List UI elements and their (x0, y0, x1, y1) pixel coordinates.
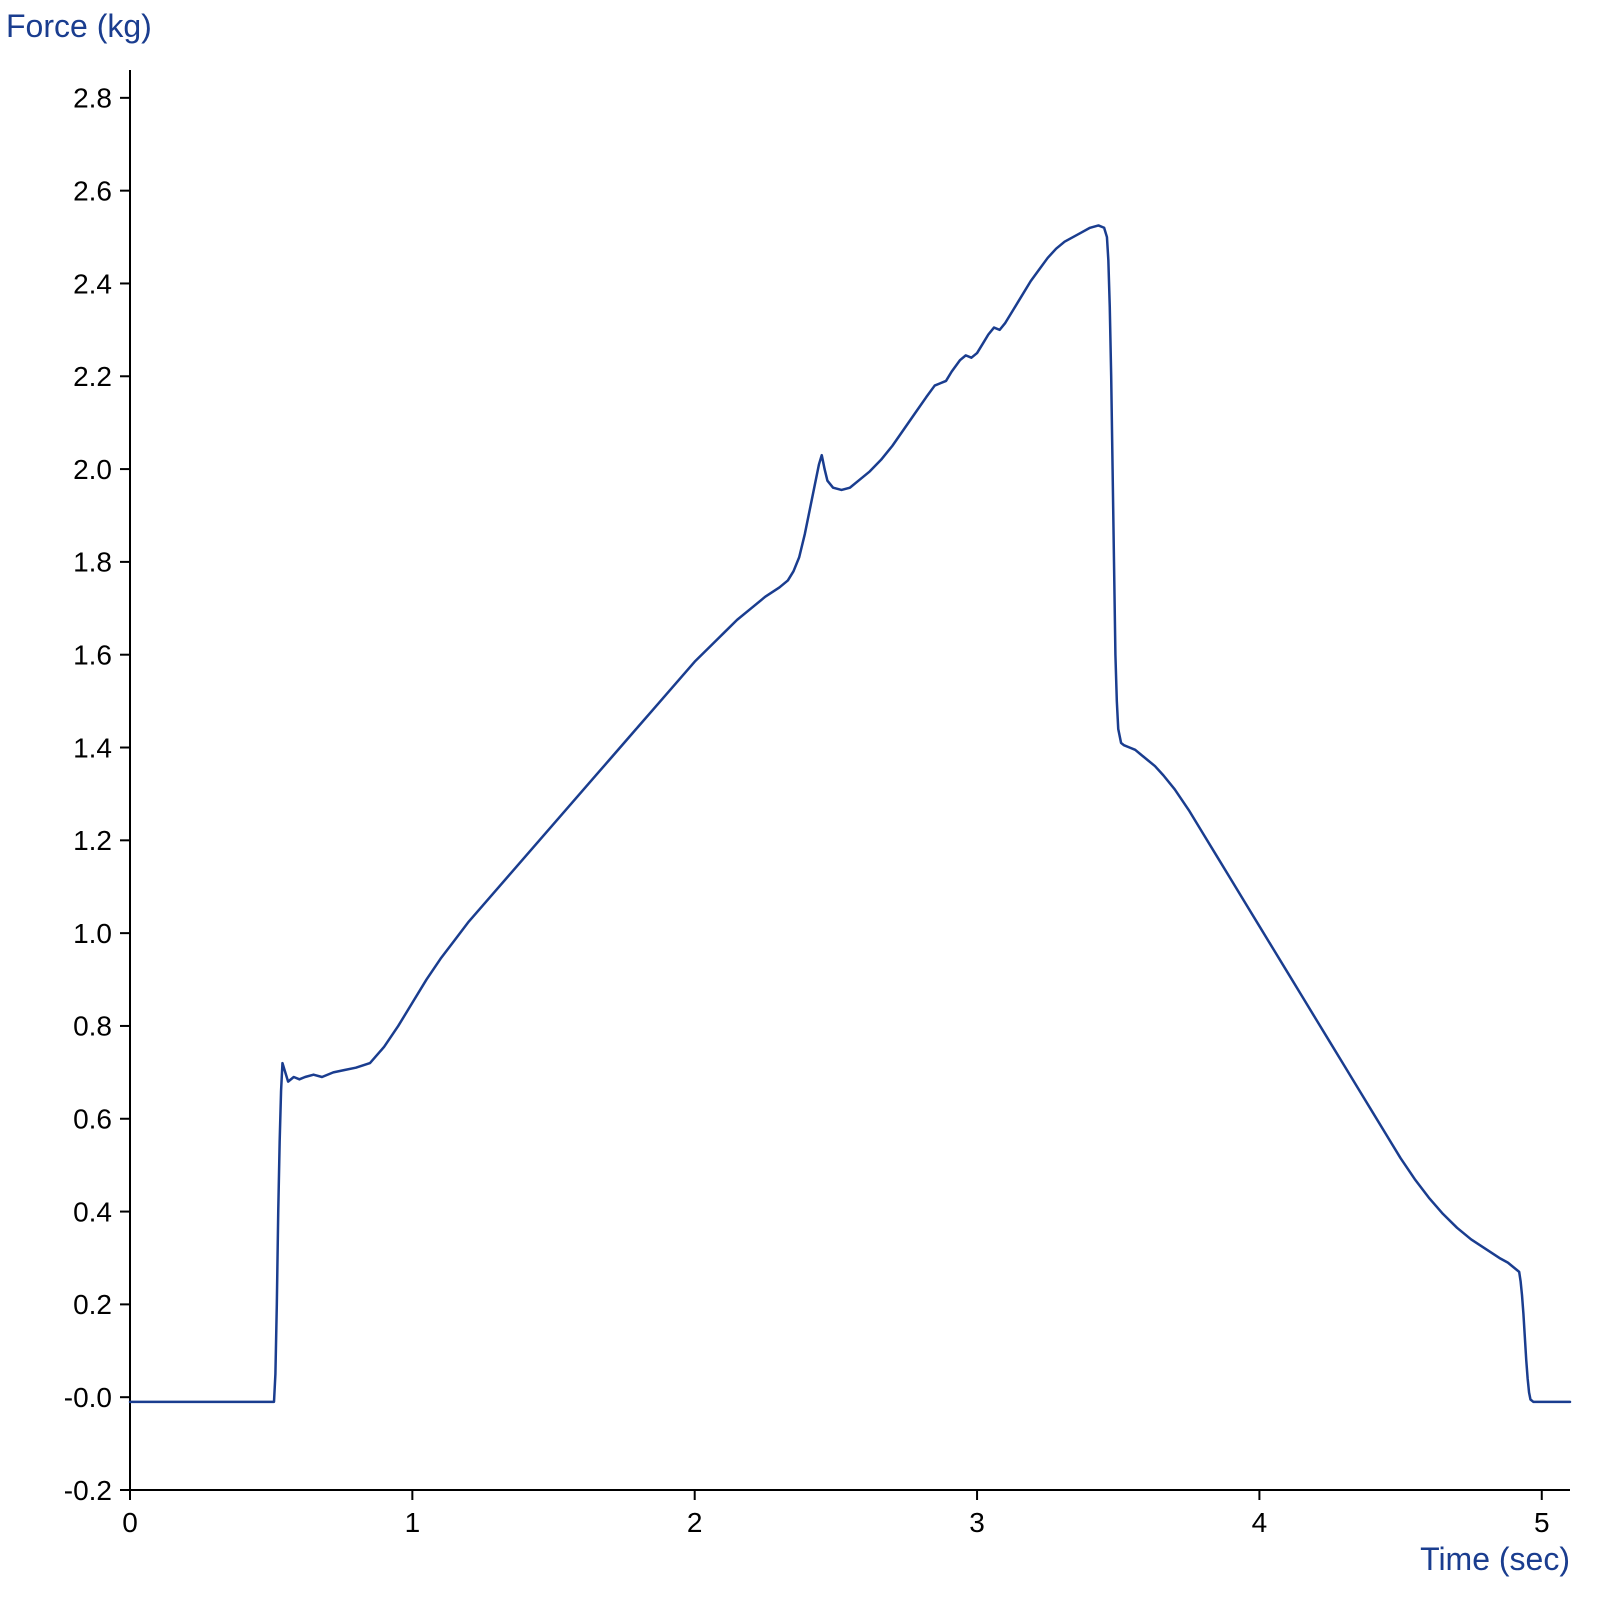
x-tick-label: 0 (122, 1507, 138, 1538)
y-tick-label: -0.0 (64, 1382, 112, 1413)
y-tick-label: 0.6 (73, 1104, 112, 1135)
x-tick-label: 3 (969, 1507, 985, 1538)
x-tick-label: 1 (405, 1507, 421, 1538)
y-tick-label: 0.2 (73, 1289, 112, 1320)
y-tick-label: 0.4 (73, 1196, 112, 1227)
x-tick-label: 2 (687, 1507, 703, 1538)
x-tick-label: 5 (1534, 1507, 1550, 1538)
y-tick-label: -0.2 (64, 1475, 112, 1506)
y-tick-label: 2.8 (73, 83, 112, 114)
force-trace (130, 225, 1570, 1401)
y-tick-label: 1.2 (73, 825, 112, 856)
y-tick-label: 2.6 (73, 175, 112, 206)
y-tick-label: 0.8 (73, 1011, 112, 1042)
x-tick-label: 4 (1252, 1507, 1268, 1538)
y-tick-label: 2.2 (73, 361, 112, 392)
y-tick-label: 1.6 (73, 640, 112, 671)
y-tick-label: 1.8 (73, 547, 112, 578)
y-tick-label: 2.4 (73, 268, 112, 299)
force-time-chart: Force (kg) Time (sec) -0.2-0.00.20.40.60… (0, 0, 1600, 1600)
chart-svg: -0.2 -0.0 0.2 0.4 0.6 0.8 1.0 1.2 1.4 1.6 1.8 2.0 2.… (0, 0, 1600, 1600)
y-tick-label: 2.0 (73, 454, 112, 485)
y-tick-label: 1.4 (73, 732, 112, 763)
y-tick-label: 1.0 (73, 918, 112, 949)
